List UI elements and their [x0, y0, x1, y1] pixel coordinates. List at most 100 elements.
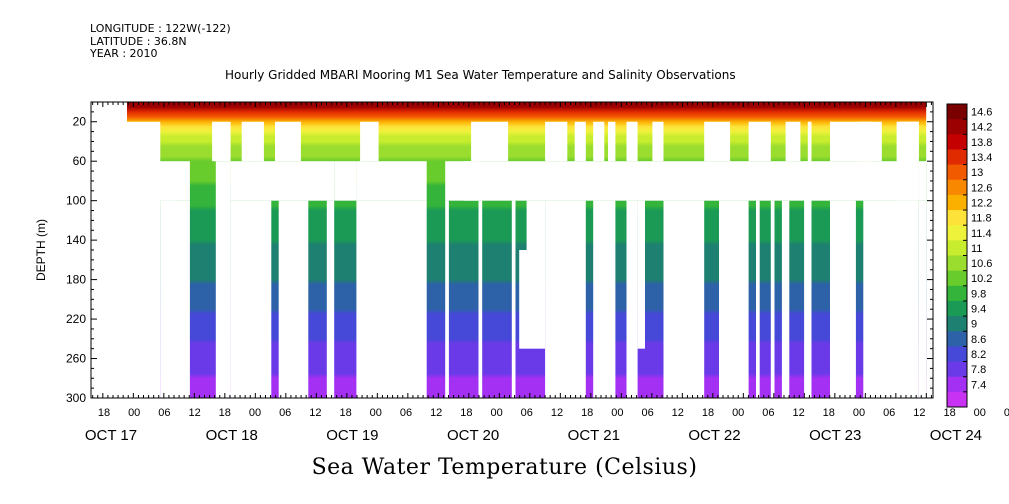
missing-data-block [519, 250, 546, 349]
missing-data-block [326, 200, 335, 398]
missing-data-block [445, 200, 449, 398]
x-hour-label: 18 [823, 407, 835, 419]
x-hour-label: 18 [943, 407, 955, 419]
colorbar-label: 8.6 [971, 334, 986, 346]
colorbar-label: 10.6 [971, 258, 992, 270]
missing-data-block [478, 200, 483, 398]
colorbar-swatch [947, 210, 967, 226]
missing-data-block [334, 161, 357, 201]
x-hour-label: 00 [370, 407, 382, 419]
missing-data-block [593, 121, 605, 162]
colorbar-swatch [947, 376, 967, 393]
x-hour-label: 00 [853, 407, 865, 419]
x-hour-label: 12 [430, 407, 442, 419]
colorbar-label: 11 [971, 243, 982, 255]
missing-data-block [471, 121, 509, 162]
missing-data-block [545, 200, 586, 398]
colorbar-swatch [947, 300, 967, 317]
colorbar-swatch [947, 316, 967, 332]
missing-data-block [626, 200, 638, 398]
missing-data-block [637, 200, 645, 349]
missing-data-block [463, 161, 479, 201]
colorbar-swatch [947, 331, 967, 347]
longitude-label: LONGITUDE : 122W(-122) [90, 22, 231, 35]
x-hour-label: 12 [551, 407, 563, 419]
missing-data-block [807, 121, 812, 162]
y-tick-label: 180 [66, 273, 86, 287]
missing-data-block [356, 200, 427, 398]
colorbar-label: 7.4 [971, 379, 986, 391]
missing-data-block [748, 121, 771, 162]
missing-data-block [278, 200, 309, 398]
colorbar-label: 9 [971, 319, 977, 331]
y-tick-label: 220 [66, 312, 86, 326]
y-tick-label: 100 [66, 194, 86, 208]
missing-data-block [526, 200, 546, 250]
colorbar-label: 11.8 [971, 213, 992, 225]
colorbar-label: 12.2 [971, 197, 992, 209]
missing-data-block [545, 121, 568, 162]
missing-data-block [212, 121, 231, 162]
x-hour-label: 12 [672, 407, 684, 419]
colorbar-swatch [947, 194, 967, 211]
missing-data-block [918, 161, 927, 201]
missing-data-block [785, 121, 801, 162]
missing-data-block [652, 121, 664, 162]
missing-data-block [781, 200, 790, 398]
x-hour-label: 18 [460, 407, 472, 419]
colorbar-swatch [947, 391, 967, 408]
missing-data-block [275, 121, 301, 162]
x-hour-label: 18 [581, 407, 593, 419]
colorbar-swatch [947, 149, 967, 166]
y-tick-label: 300 [66, 391, 86, 405]
x-hour-label: 00 [611, 407, 623, 419]
x-axis-label: Sea Water Temperature (Celsius) [311, 455, 698, 480]
colorbar-label: 13 [971, 167, 983, 179]
missing-data-block [574, 121, 586, 162]
missing-data-block [515, 161, 919, 201]
missing-data-block [241, 121, 264, 162]
missing-data-block [160, 200, 190, 398]
chart-title: Hourly Gridded MBARI Mooring M1 Sea Wate… [225, 68, 736, 82]
missing-data-block [160, 180, 176, 201]
missing-data-block [91, 102, 127, 398]
colorbar-swatch [947, 240, 967, 256]
colorbar-label: 9.8 [971, 288, 986, 300]
x-hour-label: 18 [98, 407, 110, 419]
missing-data-block [918, 200, 927, 398]
colorbar-label: 8.2 [971, 349, 986, 361]
colorbar-swatch [947, 134, 967, 150]
x-day-label: OCT 20 [447, 427, 499, 444]
missing-data-block [445, 161, 516, 201]
missing-data-block [830, 200, 856, 398]
colorbar-swatch [947, 270, 967, 287]
colorbar-label: 11.4 [971, 228, 992, 240]
x-day-label: OCT 22 [688, 427, 740, 444]
missing-data-block [756, 200, 760, 398]
x-hour-label: 00 [249, 407, 261, 419]
missing-data-block [770, 200, 775, 398]
y-tick-label: 60 [73, 154, 87, 168]
x-hour-label: 06 [883, 407, 895, 419]
colorbar-label: 12.6 [971, 182, 992, 194]
colorbar-label: 14.2 [971, 122, 992, 134]
x-day-label: OCT 24 [930, 427, 982, 444]
colorbar-swatch [947, 119, 967, 135]
x-day-label: OCT 21 [568, 427, 620, 444]
x-hour-label: 18 [339, 407, 351, 419]
colorbar-swatch [947, 361, 967, 378]
x-hour-label: 00 [128, 407, 140, 419]
colorbar-swatch [947, 255, 967, 272]
missing-data-block [356, 161, 427, 201]
x-hour-label: 00 [974, 407, 986, 419]
missing-data-block [215, 161, 231, 398]
x-hour-label: 12 [913, 407, 925, 419]
missing-data-block [804, 161, 812, 398]
y-tick-label: 140 [66, 233, 86, 247]
missing-data-block [719, 200, 749, 398]
missing-data-block [230, 161, 335, 201]
colorbar-swatch [947, 225, 967, 241]
x-hour-label: 00 [490, 407, 502, 419]
x-hour-label: 12 [309, 407, 321, 419]
